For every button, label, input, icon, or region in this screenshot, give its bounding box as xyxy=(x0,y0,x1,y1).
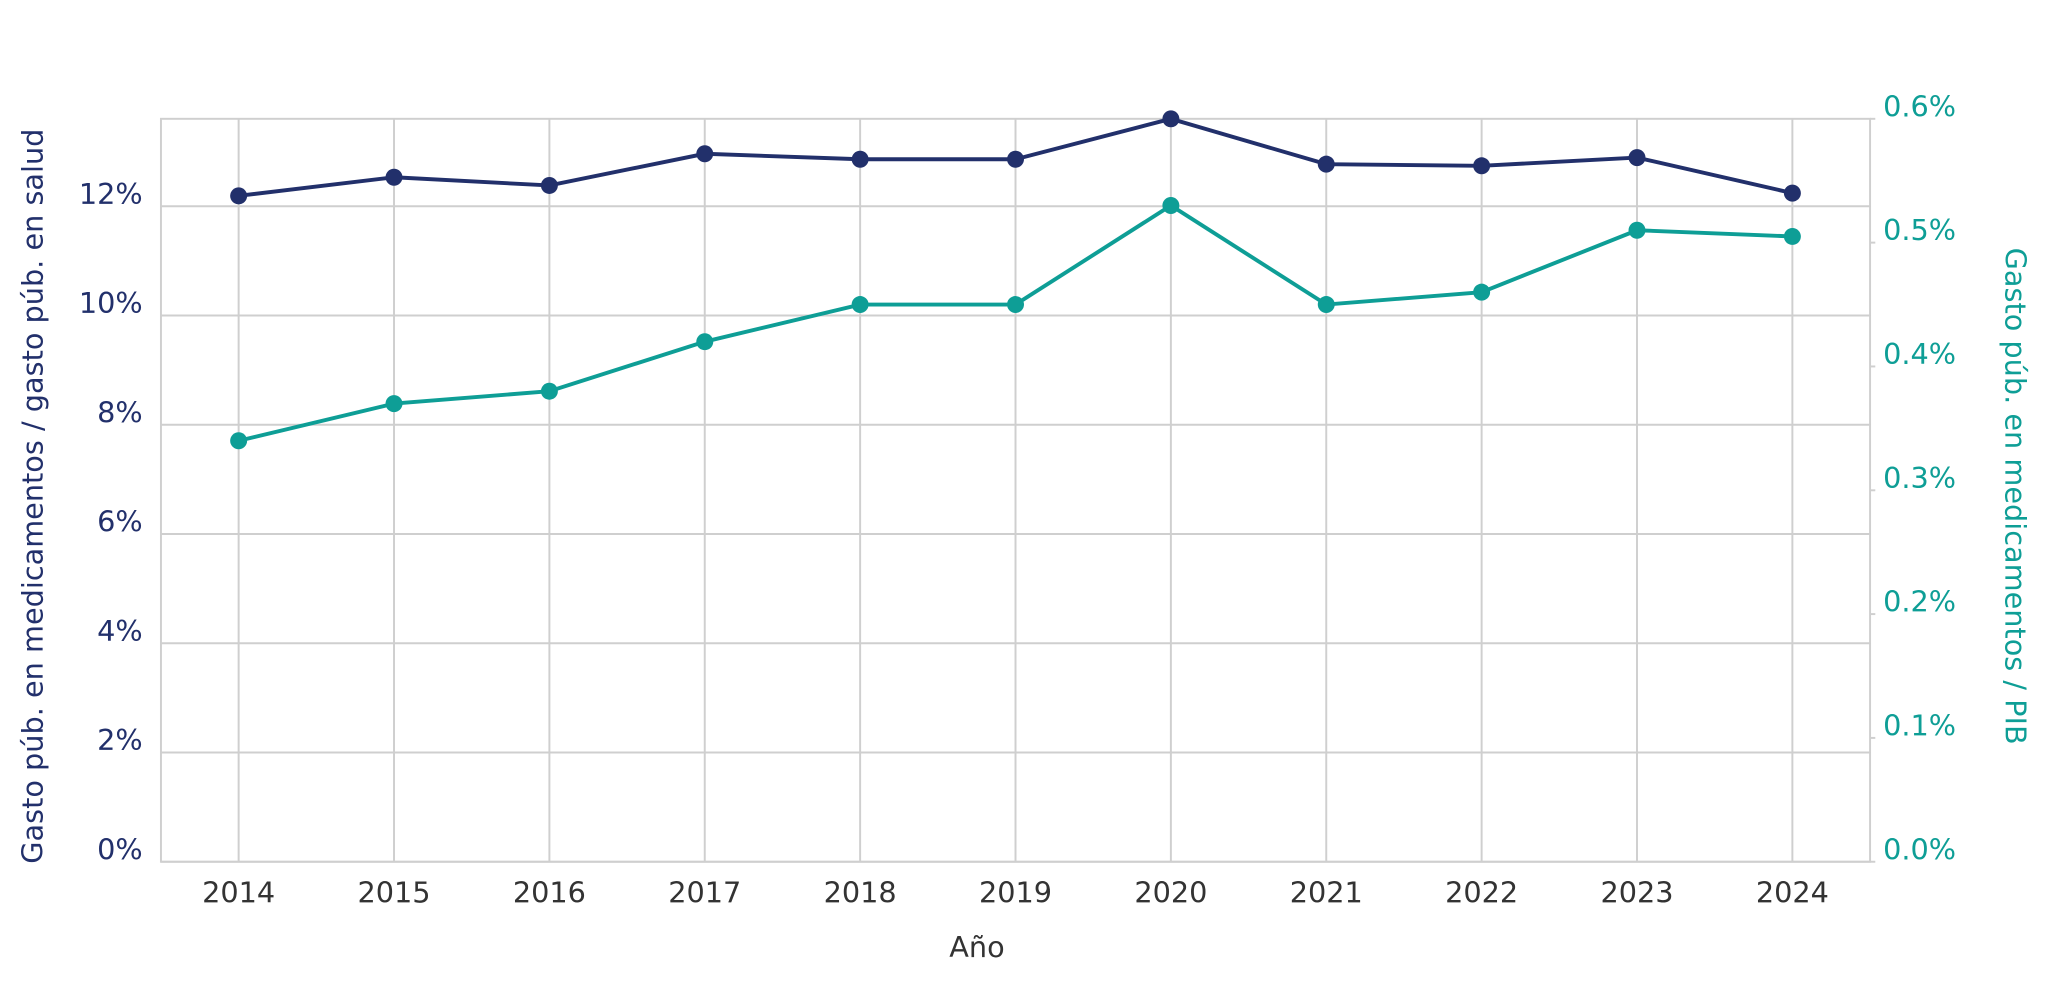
data-point xyxy=(1317,296,1335,314)
data-point xyxy=(230,432,248,450)
y-tick-label: 6% xyxy=(97,505,143,539)
data-point xyxy=(385,395,403,413)
y-tick-label: 4% xyxy=(97,614,143,648)
y2-tick-label: 0.4% xyxy=(1883,337,1956,371)
data-point xyxy=(1007,296,1024,314)
y2-axis-title: Gasto púb. en medicamentos / PIB xyxy=(1999,248,2033,745)
x-axis-title: Año xyxy=(949,930,1004,964)
x-tick-label: 2017 xyxy=(668,875,741,909)
data-point xyxy=(1007,150,1024,168)
y2-tick-label: 0.5% xyxy=(1883,213,1956,247)
y2-tick-label: 0.1% xyxy=(1883,708,1956,742)
x-tick-label: 2015 xyxy=(357,875,430,909)
x-tick-label: 2014 xyxy=(202,875,275,909)
y-tick-label: 12% xyxy=(79,177,143,211)
x-tick-label: 2022 xyxy=(1445,875,1518,909)
y2-tick-label: 0.2% xyxy=(1883,585,1956,619)
data-point xyxy=(696,333,714,351)
data-point xyxy=(1473,283,1491,301)
data-point xyxy=(1162,110,1180,128)
data-point xyxy=(230,187,248,205)
data-point xyxy=(1628,221,1646,239)
y2-tick-label: 0.3% xyxy=(1883,461,1956,495)
data-point xyxy=(385,168,403,186)
data-point xyxy=(696,145,714,163)
x-tick-label: 2021 xyxy=(1290,875,1363,909)
x-tick-label: 2020 xyxy=(1134,875,1207,909)
data-point xyxy=(851,296,869,314)
y2-tick-label: 0.0% xyxy=(1883,832,1956,866)
y-tick-label: 0% xyxy=(97,832,143,866)
y2-tick-label: 0.6% xyxy=(1883,89,1956,123)
x-tick-label: 2018 xyxy=(824,875,897,909)
data-point xyxy=(1783,227,1801,245)
x-tick-label: 2024 xyxy=(1756,875,1829,909)
y-tick-label: 10% xyxy=(79,286,143,320)
data-point xyxy=(851,150,869,168)
data-point xyxy=(1783,184,1801,202)
x-tick-label: 2016 xyxy=(513,875,586,909)
data-point xyxy=(540,176,558,194)
y-axis-title: Gasto púb. en medicamentos / gasto púb. … xyxy=(15,129,49,864)
x-tick-label: 2019 xyxy=(979,875,1052,909)
data-point xyxy=(1473,157,1491,175)
data-point xyxy=(540,382,558,400)
x-tick-label: 2023 xyxy=(1600,875,1673,909)
data-point xyxy=(1317,155,1335,173)
y-tick-label: 8% xyxy=(97,395,143,429)
data-point xyxy=(1162,197,1180,214)
data-point xyxy=(1628,149,1646,167)
y-tick-label: 2% xyxy=(97,723,143,757)
